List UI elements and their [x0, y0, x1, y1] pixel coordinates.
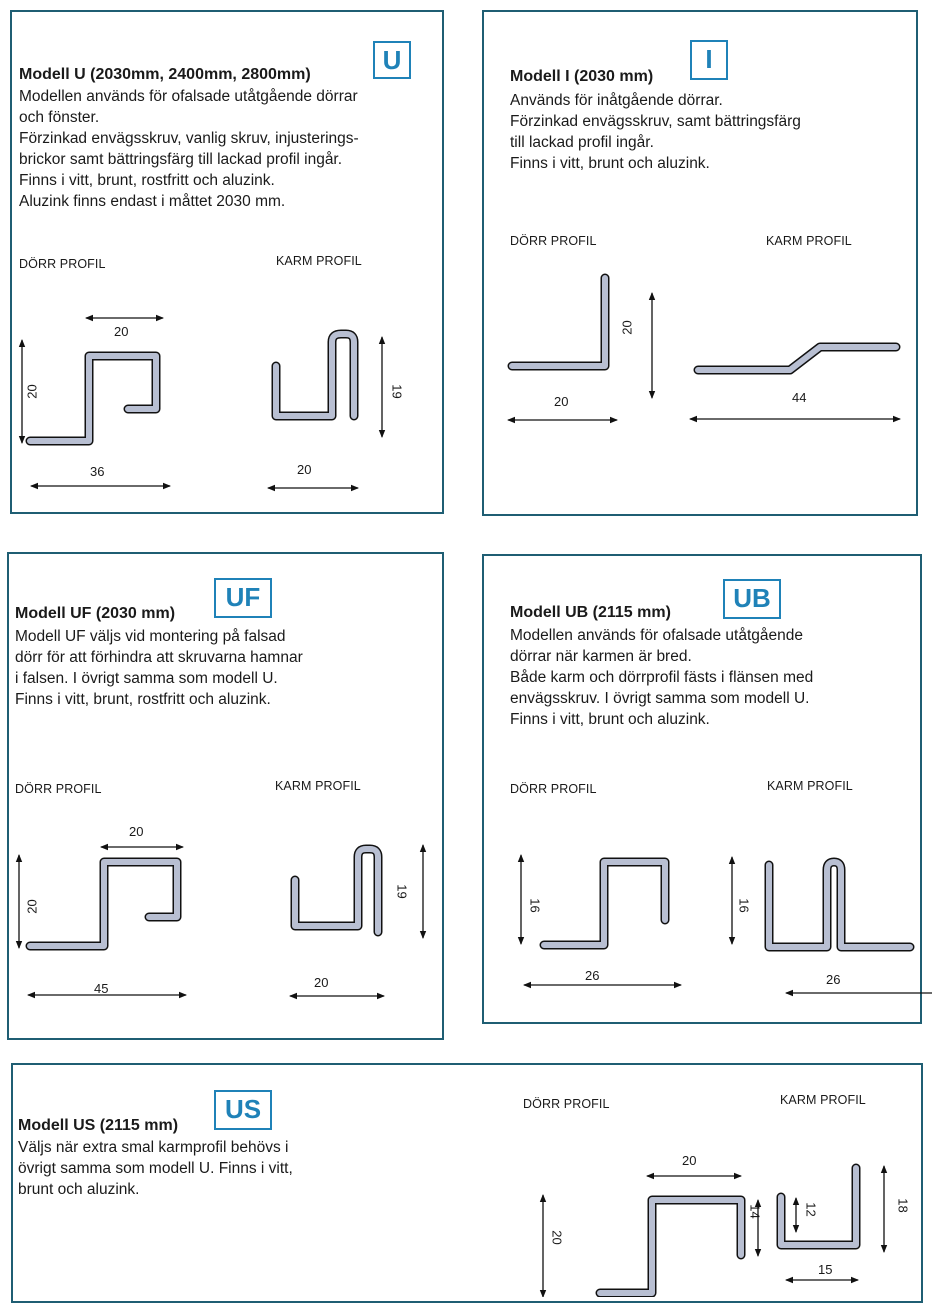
panel-us-frame-caption: KARM PROFIL [780, 1093, 866, 1107]
desc-line: Väljs när extra smal karmprofil behövs i [18, 1139, 289, 1156]
panel-u-door-profile [25, 351, 161, 446]
panel-i-door-caption: DÖRR PROFIL [510, 234, 597, 248]
panel-uf-door-caption: DÖRR PROFIL [15, 782, 102, 796]
panel-us-frame-profile [776, 1163, 861, 1250]
panel-uf-title: Modell UF (2030 mm) [15, 605, 176, 622]
panel-u-title: Modell U (2030mm, 2400mm, 2800mm) [19, 66, 311, 83]
desc-line: Finns i vitt, brunt, rostfritt och aluzi… [19, 172, 275, 189]
desc-line: och fönster. [19, 109, 100, 126]
panel-uf-frame-caption: KARM PROFIL [275, 779, 361, 793]
panel-us-dim-door-top: 20 [682, 1153, 697, 1168]
panel-uf-door-profile [25, 857, 182, 951]
panel-modell-us [11, 1063, 923, 1303]
panel-i-dim-frame-bottom: 44 [792, 390, 807, 405]
panel-ub-frame-profile [764, 857, 915, 952]
panel-i-badge: I [690, 40, 728, 80]
panel-ub-description: Modellen används för ofalsade utåtgående… [510, 625, 813, 730]
panel-uf-frame-profile [290, 844, 383, 937]
desc-line: envägsskruv. I övrigt samma som modell U… [510, 690, 810, 707]
panel-us-door-caption: DÖRR PROFIL [523, 1097, 610, 1111]
panel-us-description: Väljs när extra smal karmprofil behövs i… [18, 1137, 293, 1200]
desc-line: Aluzink finns endast i måttet 2030 mm. [19, 193, 286, 210]
desc-line: Förzinkad envägsskruv, samt bättringsfär… [510, 113, 801, 130]
panel-uf-description: Modell UF väljs vid montering på falsad … [15, 626, 303, 710]
panel-uf-dim-door-top: 20 [129, 824, 144, 839]
panel-i-title: Modell I (2030 mm) [510, 68, 654, 85]
panel-ub-badge: UB [723, 579, 781, 619]
desc-line: Förzinkad envägsskruv, vanlig skruv, inj… [19, 130, 359, 147]
panel-i-frame-caption: KARM PROFIL [766, 234, 852, 248]
desc-line: i falsen. I övrigt samma som modell U. [15, 670, 278, 687]
panel-i-door-profile [507, 273, 610, 371]
panel-u-dim-frame-bottom: 20 [297, 462, 312, 477]
panel-ub-dim-frame-bottom: 26 [826, 972, 841, 987]
desc-line: till lackad profil ingår. [510, 134, 654, 151]
panel-u-frame-profile [271, 329, 359, 421]
panel-ub-door-profile [539, 857, 670, 950]
panel-ub-frame-caption: KARM PROFIL [767, 779, 853, 793]
panel-modell-u [10, 10, 444, 514]
panel-u-dim-door-bottom: 36 [90, 464, 105, 479]
panel-i-description: Används för inåtgående dörrar. Förzinkad… [510, 90, 801, 174]
panel-u-description: Modellen används för ofalsade utåtgående… [19, 86, 359, 212]
panel-i-frame-profile [693, 342, 901, 375]
panel-ub-dim-door-bottom: 26 [585, 968, 600, 983]
panel-u-frame-caption: KARM PROFIL [276, 254, 362, 268]
panel-modell-i [482, 10, 918, 516]
panel-modell-uf [7, 552, 444, 1040]
desc-line: Används för inåtgående dörrar. [510, 92, 723, 109]
panel-u-badge: U [373, 41, 411, 79]
panel-i-dim-door-bottom: 20 [554, 394, 569, 409]
desc-line: Modellen används för ofalsade utåtgående… [19, 88, 358, 105]
desc-line: Modellen används för ofalsade utåtgående [510, 627, 803, 644]
panel-us-badge: US [214, 1090, 272, 1130]
desc-line: brickor samt bättringsfärg till lackad p… [19, 151, 343, 168]
panel-us-door-profile [595, 1195, 746, 1297]
desc-line: brunt och aluzink. [18, 1181, 140, 1198]
panel-ub-title: Modell UB (2115 mm) [510, 604, 671, 621]
desc-line: övrigt samma som modell U. Finns i vitt, [18, 1160, 293, 1177]
desc-line: Finns i vitt, brunt och aluzink. [510, 155, 710, 172]
desc-line: dörr för att förhindra att skruvarna ham… [15, 649, 303, 666]
desc-line: Finns i vitt, brunt, rostfritt och aluzi… [15, 691, 271, 708]
panel-ub-door-caption: DÖRR PROFIL [510, 782, 597, 796]
panel-us-title: Modell US (2115 mm) [18, 1117, 179, 1134]
panel-u-dim-door-top: 20 [114, 324, 129, 339]
panel-uf-badge: UF [214, 578, 272, 618]
panel-us-dim-frame-bottom: 15 [818, 1262, 833, 1277]
desc-line: dörrar när karmen är bred. [510, 648, 692, 665]
desc-line: Modell UF väljs vid montering på falsad [15, 628, 286, 645]
desc-line: Finns i vitt, brunt och aluzink. [510, 711, 710, 728]
desc-line: Både karm och dörrprofil fästs i flänsen… [510, 669, 814, 686]
panel-uf-dim-frame-bottom: 20 [314, 975, 329, 990]
panel-u-door-caption: DÖRR PROFIL [19, 257, 106, 271]
